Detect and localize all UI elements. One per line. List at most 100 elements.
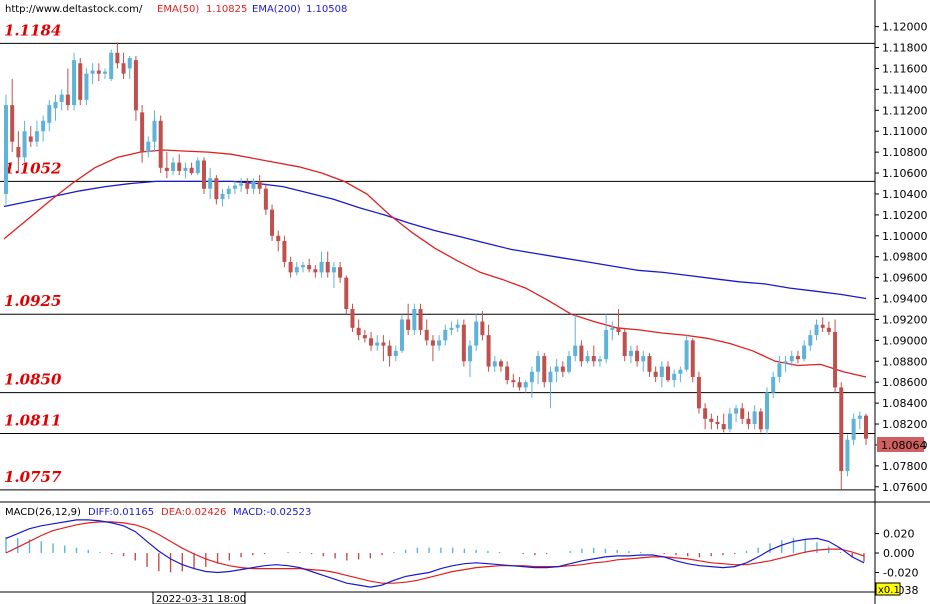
candle-body — [164, 167, 169, 171]
price-tick-label: 1.09800 — [882, 251, 928, 264]
candle-body — [338, 267, 343, 278]
candle-body — [313, 269, 318, 273]
candle-body — [604, 329, 609, 360]
candle-body — [34, 131, 39, 142]
candle-body — [505, 366, 510, 381]
candle-body — [201, 160, 206, 189]
level-label: 1.0757 — [4, 468, 62, 486]
candle-body — [777, 363, 782, 377]
candle-body — [579, 345, 584, 362]
candle-body — [765, 392, 770, 430]
current-price-badge — [877, 437, 924, 452]
candle-body — [591, 356, 596, 362]
macd-lines — [5, 519, 865, 588]
candlestick-series — [4, 42, 868, 490]
macd-diff-label: DIFF:0.01165 — [88, 507, 154, 518]
candle-body — [857, 415, 862, 419]
candle-body — [845, 439, 850, 472]
candle-body — [758, 411, 763, 430]
candle-body — [300, 265, 305, 268]
macd-tick-label: 0.020 — [883, 528, 915, 541]
price-tick-label: 1.08600 — [882, 376, 928, 389]
macd-label: MACD(26,12,9) — [5, 507, 81, 518]
candle-body — [393, 350, 398, 357]
candle-body — [96, 70, 101, 74]
candle-body — [628, 350, 633, 357]
price-tick-label: 1.10400 — [882, 188, 928, 201]
candle-body — [511, 380, 516, 383]
candle-body — [90, 70, 95, 74]
ema50-line — [3, 149, 867, 378]
candle-body — [715, 421, 720, 425]
candle-body — [282, 241, 287, 262]
candle-body — [492, 361, 497, 367]
candle-body — [795, 356, 800, 360]
zoom-badge[interactable] — [875, 582, 901, 596]
macd-histogram — [5, 536, 865, 573]
price-tick-label: 1.11000 — [882, 125, 928, 138]
level-label: 1.1184 — [4, 21, 61, 39]
price-tick-label: 1.09600 — [882, 272, 928, 285]
candle-body — [567, 356, 572, 372]
candle-body — [65, 94, 70, 106]
candle-body — [251, 181, 256, 189]
candle-body — [59, 94, 64, 102]
candle-body — [226, 188, 231, 194]
candle-body — [362, 335, 367, 339]
candle-body — [406, 319, 411, 330]
candle-body — [276, 235, 281, 242]
price-axis: 1.12000 1.11800 1.11600 1.11400 1.11200 1.110… — [875, 21, 928, 494]
candle-body — [486, 335, 491, 367]
candle-body — [331, 267, 336, 273]
candle-body — [325, 261, 330, 273]
candle-body — [684, 340, 689, 370]
candle-body — [560, 366, 565, 372]
candle-body — [517, 382, 522, 388]
candle-body — [573, 345, 578, 357]
level-label: 1.0925 — [4, 292, 61, 310]
candle-body — [387, 345, 392, 357]
ema200-path — [3, 180, 867, 300]
candle-body — [542, 356, 547, 383]
candle-body — [270, 209, 275, 236]
candle-body — [839, 387, 844, 472]
candle-body — [820, 324, 825, 328]
candle-body — [635, 350, 640, 362]
candle-body — [294, 267, 299, 273]
candle-body — [375, 342, 380, 346]
candle-body — [734, 408, 739, 414]
candle-body — [171, 162, 176, 171]
ema50-label: EMA(50) — [157, 4, 199, 15]
candle-body — [140, 112, 145, 153]
candle-body — [802, 345, 807, 360]
candle-body — [16, 146, 21, 158]
candle-body — [548, 371, 553, 383]
macd-tick-label: 0.000 — [883, 547, 915, 560]
level-label: 1.1052 — [4, 159, 61, 177]
candle-body — [468, 345, 473, 362]
candle-body — [721, 424, 726, 430]
candle-body — [536, 356, 541, 372]
candle-body — [851, 418, 856, 440]
candle-body — [158, 120, 163, 168]
candle-body — [789, 356, 794, 362]
current-price-value: 1.08064 — [881, 439, 927, 452]
candle-body — [616, 327, 621, 332]
support-resistance-levels: 1.1184 1.1052 1.0925 1.0850 1.0811 1.0757 — [0, 21, 875, 491]
candle-body — [727, 413, 732, 430]
price-tick-label: 1.08400 — [882, 397, 928, 410]
candle-body — [443, 329, 448, 341]
price-tick-label: 1.10800 — [882, 146, 928, 159]
candle-body — [109, 52, 114, 79]
candle-body — [127, 58, 132, 69]
candle-body — [529, 371, 534, 383]
level-label: 1.0811 — [4, 411, 61, 429]
macd-dea-label: DEA:0.02426 — [161, 507, 226, 518]
candle-body — [672, 373, 677, 381]
candle-body — [344, 277, 349, 309]
macd-diff-path — [5, 519, 865, 588]
candle-body — [245, 183, 250, 189]
candle-body — [263, 188, 268, 210]
candle-body — [647, 356, 652, 372]
